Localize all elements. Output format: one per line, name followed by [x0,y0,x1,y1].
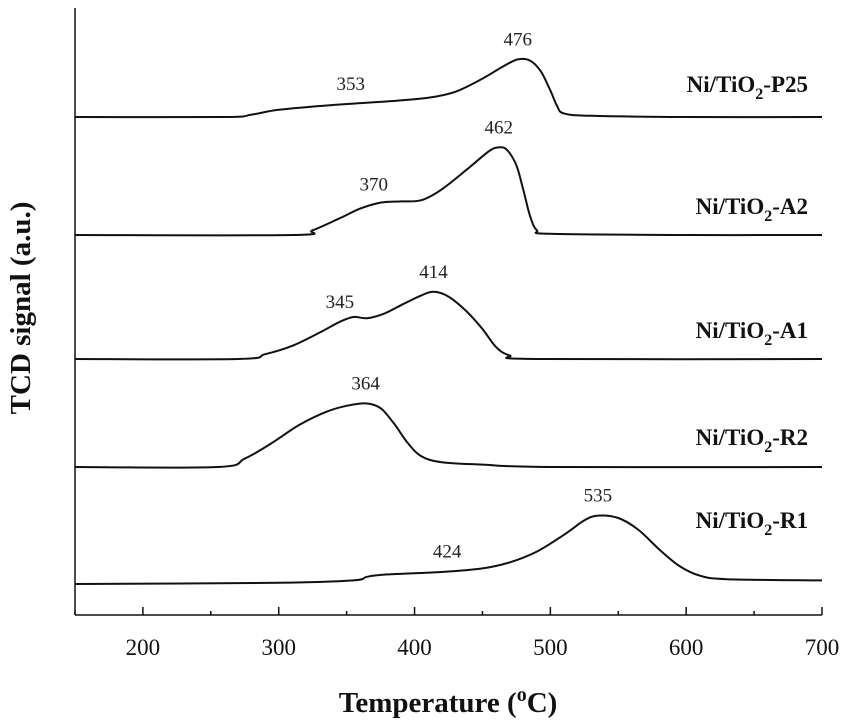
series-label: Ni/TiO2-P25 [687,72,808,103]
series-line [74,514,823,585]
x-tick-label: 400 [397,635,432,660]
x-tick-label: 200 [126,635,161,660]
series-line [74,146,823,237]
series-label: Ni/TiO2-R1 [696,508,808,539]
series-label: Ni/TiO2-A1 [696,318,808,349]
y-axis-title: TCD signal (a.u.) [5,202,37,415]
x-axis-title: Temperature (oC) [339,684,558,719]
peak-label: 414 [419,262,448,283]
peak-label: 370 [360,175,389,196]
x-tick-label: 700 [805,635,840,660]
peak-label: 476 [504,29,533,50]
peak-label: 364 [351,373,380,394]
x-ticks: 200 300 400 500 600 700 [74,607,840,660]
series-line [74,57,823,119]
curves [74,57,823,585]
series-labels: Ni/TiO2-P25 Ni/TiO2-A2 Ni/TiO2-A1 Ni/TiO2-R… [687,72,808,539]
plot-frame [74,8,822,616]
peak-labels: 353 476 370 462 345 414 364 424 535 [326,29,613,562]
peak-label: 462 [485,117,514,138]
x-tick-label: 500 [533,635,568,660]
peak-label: 424 [433,542,462,563]
series-label: Ni/TiO2-R2 [696,425,808,456]
series-line [74,402,823,469]
peak-label: 345 [326,292,355,313]
x-tick-label: 600 [669,635,704,660]
x-tick-label: 300 [261,635,296,660]
peak-label: 535 [584,486,613,507]
peak-label: 353 [336,74,365,95]
series-label: Ni/TiO2-A2 [696,194,808,225]
series-line [74,290,823,361]
